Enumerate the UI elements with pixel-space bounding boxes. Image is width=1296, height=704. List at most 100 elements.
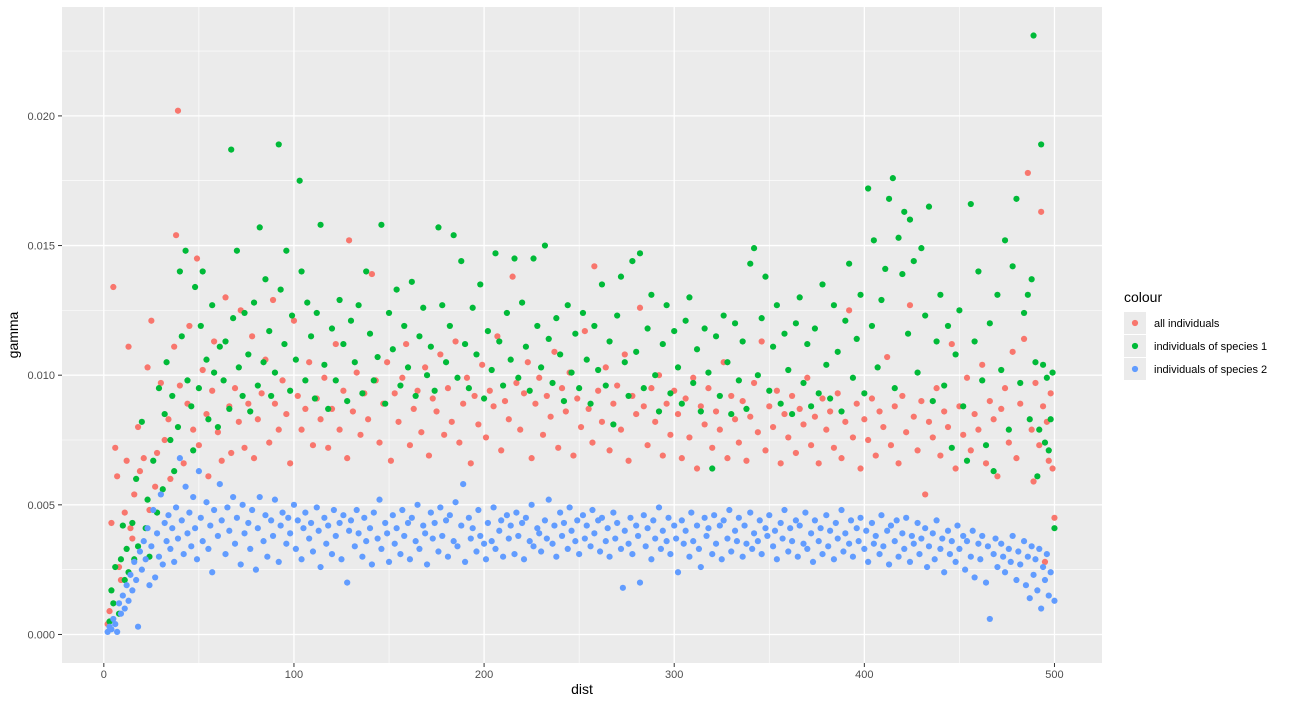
data-point [690,538,697,545]
data-point [990,468,997,475]
data-point [728,392,735,400]
data-point [952,558,959,565]
data-point [296,177,303,184]
data-point [285,514,292,521]
data-point [948,340,955,348]
data-point [648,291,655,298]
data-point [857,465,864,472]
data-point [247,545,254,553]
data-point [823,512,830,519]
data-point [750,530,758,537]
data-point [633,522,640,529]
data-point [743,405,750,412]
data-point [948,538,955,545]
data-point [144,364,151,371]
data-point [925,543,933,550]
data-point [123,545,130,553]
data-point [425,452,433,459]
data-point [701,421,708,428]
data-point [131,558,138,565]
data-point [657,545,665,553]
data-point [536,374,543,381]
data-point [340,387,347,394]
data-point [203,499,210,506]
data-point [207,522,214,529]
data-point [526,538,533,545]
data-point [1049,369,1056,376]
data-point [982,460,990,467]
data-point [359,553,366,560]
data-point [1039,563,1047,571]
data-point [442,359,450,366]
data-point [522,343,530,350]
data-point [663,302,670,309]
data-point [271,400,279,407]
data-point [838,455,845,462]
data-point [129,519,136,527]
data-point [823,426,830,433]
data-point [846,307,853,314]
data-point [642,543,649,550]
data-point [788,392,796,400]
data-point [355,530,362,537]
data-point [749,545,756,553]
data-point [152,483,159,490]
data-point [941,408,948,415]
data-point [264,553,271,560]
data-point [602,538,609,545]
data-point [553,553,560,560]
data-point [351,359,358,366]
data-point [136,468,144,475]
data-point [228,449,235,457]
data-point [992,535,999,542]
data-point [1045,447,1052,454]
data-point [108,587,115,594]
data-point [872,532,879,540]
data-point [304,299,311,306]
data-point [625,392,632,400]
data-point [952,465,959,472]
data-point [773,387,780,394]
data-point [899,270,906,278]
data-point [853,525,860,532]
data-point [1043,551,1050,558]
data-point [467,535,474,542]
data-point [984,543,992,550]
data-point [1000,553,1007,560]
data-point [680,540,687,547]
data-point [230,493,237,501]
data-point [941,382,948,389]
data-point [956,545,963,553]
data-point [378,545,385,553]
data-point [688,509,695,516]
data-point [401,532,408,540]
data-point [195,442,202,449]
data-point [697,403,704,410]
legend-title: colour [1124,289,1162,305]
data-point [226,405,233,412]
data-point [568,369,575,376]
data-point [827,395,834,402]
data-point [982,579,990,586]
data-point [735,514,742,521]
data-point [686,434,693,441]
data-point [199,366,206,374]
data-point [724,535,731,542]
data-point [918,535,925,542]
data-point [235,364,242,371]
data-point [188,543,195,550]
data-point [811,325,819,332]
data-point [150,506,157,514]
data-point [288,312,296,319]
data-point [262,512,269,519]
data-point [153,530,161,537]
data-point [416,333,423,340]
data-point [397,382,404,389]
data-point [241,309,248,317]
data-point [539,431,547,438]
data-point [617,545,625,553]
y-axis: 0.000 0.005 0.010 0.015 0.020 [27,111,62,641]
data-point [925,203,933,210]
data-point [488,538,495,545]
data-point [503,309,510,317]
